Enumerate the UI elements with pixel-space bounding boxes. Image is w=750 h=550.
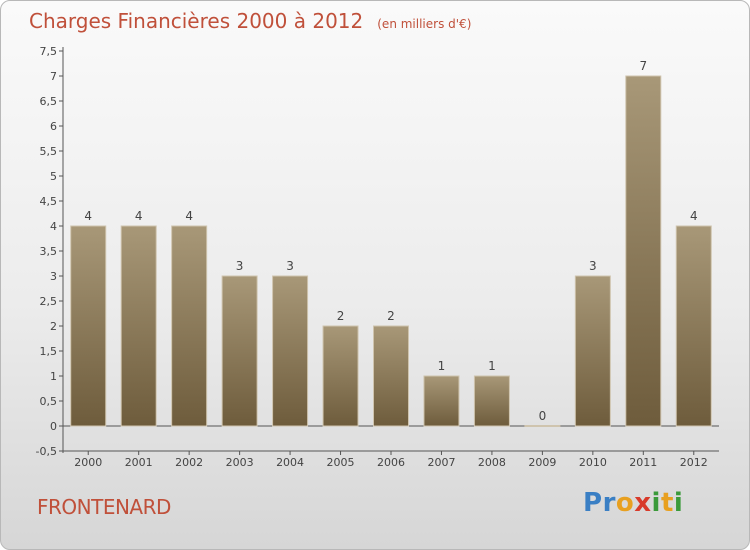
logo-letter: x: [634, 488, 652, 518]
x-tick-label: 2009: [528, 456, 556, 469]
bar-value-label: 0: [539, 409, 547, 423]
y-tick-label: 6: [50, 120, 57, 133]
y-tick-label: 1: [50, 370, 57, 383]
bar: [423, 375, 460, 427]
y-tick-label: 5,5: [40, 145, 58, 158]
bar: [524, 425, 561, 427]
logo-letter: P: [583, 488, 603, 518]
bar-value-label: 1: [488, 359, 496, 373]
bar-value-label: 4: [84, 209, 92, 223]
x-tick-label: 2012: [680, 456, 708, 469]
y-tick-label: 2,5: [40, 295, 58, 308]
bar: [221, 275, 258, 427]
bar: [675, 225, 712, 427]
bar-value-label: 3: [589, 259, 597, 273]
bar: [473, 375, 510, 427]
x-tick-label: 2007: [427, 456, 455, 469]
x-tick-label: 2001: [125, 456, 153, 469]
y-tick-label: 5: [50, 170, 57, 183]
bar-value-label: 4: [690, 209, 698, 223]
bar: [120, 225, 157, 427]
bar-value-label: 3: [286, 259, 294, 273]
bar-value-label: 2: [337, 309, 345, 323]
x-tick-label: 2006: [377, 456, 405, 469]
y-tick-label: 4: [50, 220, 57, 233]
x-tick-label: 2000: [74, 456, 102, 469]
bar: [171, 225, 208, 427]
x-tick-label: 2003: [226, 456, 254, 469]
y-tick-label: 0: [50, 420, 57, 433]
bar: [574, 275, 611, 427]
bar-value-label: 4: [185, 209, 193, 223]
y-tick-label: 2: [50, 320, 57, 333]
logo-letter: o: [615, 488, 635, 518]
chart-unit-label: (en milliers d'€): [377, 17, 472, 31]
y-tick-label: 3: [50, 270, 57, 283]
x-tick-label: 2011: [629, 456, 657, 469]
x-tick-label: 2005: [327, 456, 355, 469]
y-tick-label: 3,5: [40, 245, 58, 258]
bar: [373, 325, 409, 427]
commune-name: FRONTENARD: [37, 495, 171, 519]
x-tick-label: 2002: [175, 456, 203, 469]
bar-value-label: 3: [236, 259, 244, 273]
y-tick-label: 7: [50, 70, 57, 83]
y-tick-label: -0,5: [36, 445, 57, 458]
bar-value-label: 7: [639, 59, 647, 73]
logo-letter: i: [673, 488, 684, 518]
bar: [70, 225, 107, 427]
chart-title: Charges Financières 2000 à 2012 (en milli…: [29, 9, 471, 33]
y-tick-label: 1,5: [40, 345, 58, 358]
logo-letter: r: [602, 488, 616, 518]
bar-value-label: 2: [387, 309, 395, 323]
y-tick-label: 0,5: [40, 395, 58, 408]
x-tick-label: 2004: [276, 456, 304, 469]
bar: [625, 75, 662, 427]
logo-letter: i: [651, 488, 661, 518]
proxiti-logo: Proxiti: [583, 488, 683, 518]
bar: [322, 325, 359, 427]
x-tick-label: 2010: [579, 456, 607, 469]
y-tick-label: 7,5: [40, 45, 58, 58]
bar-value-label: 1: [438, 359, 446, 373]
bar: [272, 275, 309, 427]
bar-value-label: 4: [135, 209, 143, 223]
y-tick-label: 4,5: [40, 195, 58, 208]
logo-letter: t: [660, 488, 674, 518]
chart-title-text: Charges Financières 2000 à 2012: [29, 9, 364, 33]
x-tick-label: 2008: [478, 456, 506, 469]
y-tick-label: 6,5: [40, 95, 58, 108]
